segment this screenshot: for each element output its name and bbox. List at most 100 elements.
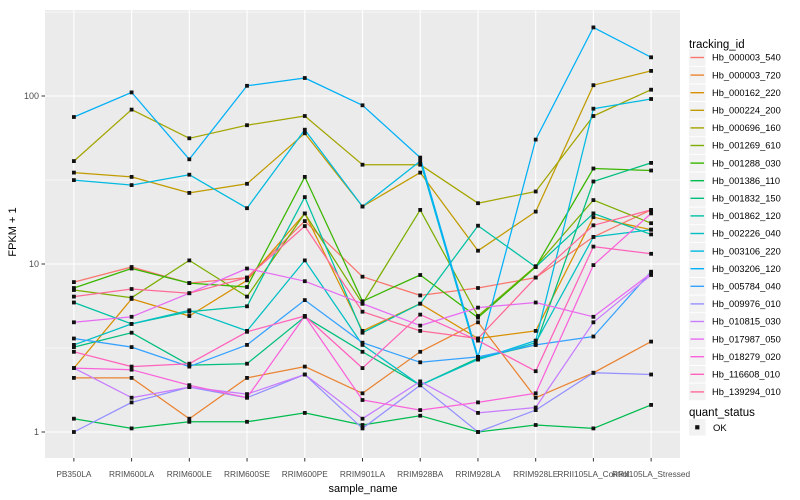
data-point-Hb_003206_120 bbox=[360, 103, 365, 108]
x-tick-label: RRIM928LA bbox=[455, 469, 501, 479]
data-point-Hb_003106_220 bbox=[476, 357, 480, 362]
data-point-Hb_000003_720 bbox=[649, 339, 653, 344]
legend-item-Hb_018279_020: Hb_018279_020 bbox=[689, 348, 781, 365]
data-point-Hb_001386_110 bbox=[302, 411, 307, 415]
data-point-Hb_005784_040 bbox=[302, 298, 307, 302]
data-point-Hb_017987_050 bbox=[129, 314, 134, 319]
legend-item-Hb_116608_010: Hb_116608_010 bbox=[689, 366, 780, 383]
data-point-Hb_010815_030 bbox=[418, 379, 423, 384]
legend-item-label: Hb_017987_050 bbox=[712, 334, 781, 344]
data-point-Hb_000696_160 bbox=[129, 107, 134, 112]
data-point-Hb_001832_150 bbox=[591, 179, 596, 184]
data-point-Hb_017987_050 bbox=[533, 300, 538, 305]
data-point-Hb_000696_160 bbox=[302, 114, 307, 118]
legend-item-Hb_139294_010: Hb_139294_010 bbox=[689, 383, 781, 401]
data-point-Hb_018279_020 bbox=[591, 263, 596, 267]
data-point-Hb_003206_120 bbox=[418, 155, 423, 160]
data-point-Hb_018279_020 bbox=[245, 395, 249, 400]
data-point-Hb_003206_120 bbox=[187, 157, 192, 162]
data-point-Hb_000003_720 bbox=[72, 376, 76, 380]
legend-item-Hb_000162_220: Hb_000162_220 bbox=[689, 84, 781, 101]
data-point-Hb_003206_120 bbox=[533, 137, 538, 142]
y-tick-label: 100 bbox=[24, 91, 39, 101]
data-point-Hb_009976_010 bbox=[129, 400, 134, 405]
data-point-Hb_017987_050 bbox=[360, 301, 365, 306]
data-point-Hb_116608_010 bbox=[360, 366, 365, 370]
data-point-Hb_000696_160 bbox=[418, 162, 423, 167]
data-point-Hb_010815_030 bbox=[187, 385, 192, 389]
legend-item-Hb_000003_540: Hb_000003_540 bbox=[689, 49, 781, 66]
data-point-Hb_009976_010 bbox=[360, 426, 365, 431]
legend-item-label: Hb_001288_030 bbox=[712, 158, 781, 168]
data-point-Hb_001269_610 bbox=[187, 258, 192, 263]
data-point-Hb_001288_030 bbox=[129, 266, 134, 271]
data-point-Hb_001386_110 bbox=[72, 416, 76, 421]
data-point-Hb_000162_220 bbox=[187, 314, 192, 318]
data-point-Hb_000224_200 bbox=[187, 191, 192, 195]
legend-item-label: Hb_000696_160 bbox=[712, 123, 781, 133]
data-point-Hb_003206_120 bbox=[129, 90, 134, 95]
data-point-Hb_018279_020 bbox=[476, 400, 480, 405]
data-point-Hb_001269_610 bbox=[129, 295, 134, 300]
legend-item-Hb_000003_720: Hb_000003_720 bbox=[689, 66, 781, 84]
data-point-Hb_003206_120 bbox=[245, 83, 249, 88]
legend-item-label: Hb_009976_010 bbox=[712, 299, 781, 309]
data-point-Hb_000696_160 bbox=[533, 189, 538, 194]
data-point-Hb_001386_110 bbox=[418, 413, 423, 418]
data-point-Hb_018279_020 bbox=[72, 366, 76, 370]
data-point-Hb_000224_200 bbox=[302, 131, 307, 136]
data-point-Hb_000224_200 bbox=[245, 181, 249, 186]
data-point-Hb_003106_220 bbox=[72, 178, 76, 182]
data-point-Hb_001832_150 bbox=[129, 330, 134, 335]
legend-title-quant-status: quant_status bbox=[689, 407, 755, 419]
data-point-Hb_005784_040 bbox=[129, 345, 134, 349]
data-point-Hb_001862_120 bbox=[476, 223, 480, 228]
x-tick-label: PB350LA bbox=[56, 469, 92, 479]
data-point-Hb_003206_120 bbox=[302, 76, 307, 80]
data-point-Hb_003106_220 bbox=[245, 206, 249, 211]
legend-item-label: Hb_002226_040 bbox=[712, 229, 781, 239]
data-point-Hb_003106_220 bbox=[129, 183, 134, 187]
data-point-Hb_009976_010 bbox=[418, 383, 423, 388]
data-point-Hb_001288_030 bbox=[360, 299, 365, 304]
data-point-Hb_116608_010 bbox=[129, 364, 134, 369]
data-point-Hb_001288_030 bbox=[649, 168, 653, 173]
x-tick-label: RRIM928BA bbox=[397, 469, 444, 479]
legend-item-Hb_000696_160: Hb_000696_160 bbox=[689, 119, 781, 137]
legend-item-label: Hb_003206_120 bbox=[712, 264, 781, 274]
data-point-Hb_002226_040 bbox=[187, 308, 192, 313]
data-point-Hb_018279_020 bbox=[187, 383, 192, 388]
data-point-Hb_001288_030 bbox=[245, 285, 249, 289]
legend-item-Hb_009976_010: Hb_009976_010 bbox=[689, 295, 781, 313]
data-point-Hb_000224_200 bbox=[418, 170, 423, 175]
data-point-Hb_001832_150 bbox=[360, 349, 365, 354]
data-point-Hb_139294_010 bbox=[418, 329, 423, 333]
data-point-Hb_116608_010 bbox=[418, 312, 423, 317]
data-point-Hb_000003_720 bbox=[129, 376, 134, 380]
data-point-Hb_001862_120 bbox=[72, 300, 76, 305]
data-point-Hb_001288_030 bbox=[302, 175, 307, 179]
data-point-Hb_017987_050 bbox=[245, 266, 249, 271]
legend-item-Hb_001862_120: Hb_001862_120 bbox=[689, 207, 781, 225]
data-point-Hb_116608_010 bbox=[591, 244, 596, 249]
data-point-Hb_000696_160 bbox=[72, 159, 76, 163]
legend-item-label: Hb_000003_540 bbox=[712, 53, 781, 63]
data-point-Hb_003106_220 bbox=[360, 204, 365, 209]
legend-item-label: Hb_000162_220 bbox=[712, 88, 781, 98]
legend-item-Hb_010815_030: Hb_010815_030 bbox=[689, 313, 781, 330]
data-point-Hb_003206_120 bbox=[72, 115, 76, 119]
data-point-Hb_001862_120 bbox=[649, 232, 653, 237]
data-point-Hb_005784_040 bbox=[476, 355, 480, 359]
data-point-Hb_000162_220 bbox=[245, 278, 249, 283]
data-point-Hb_001269_610 bbox=[302, 211, 307, 216]
x-tick-label: RRIM600SE bbox=[224, 469, 271, 479]
data-point-Hb_001269_610 bbox=[591, 198, 596, 202]
data-point-Hb_009976_010 bbox=[72, 430, 76, 434]
data-point-Hb_139294_010 bbox=[245, 275, 249, 280]
data-point-Hb_116608_010 bbox=[245, 329, 249, 334]
legend-item-Hb_001288_030: Hb_001288_030 bbox=[689, 154, 781, 172]
data-point-Hb_001832_150 bbox=[245, 361, 249, 366]
data-point-Hb_018279_020 bbox=[649, 211, 653, 216]
legend-item-Hb_003106_220: Hb_003106_220 bbox=[689, 242, 781, 260]
data-point-Hb_001862_120 bbox=[302, 195, 307, 199]
